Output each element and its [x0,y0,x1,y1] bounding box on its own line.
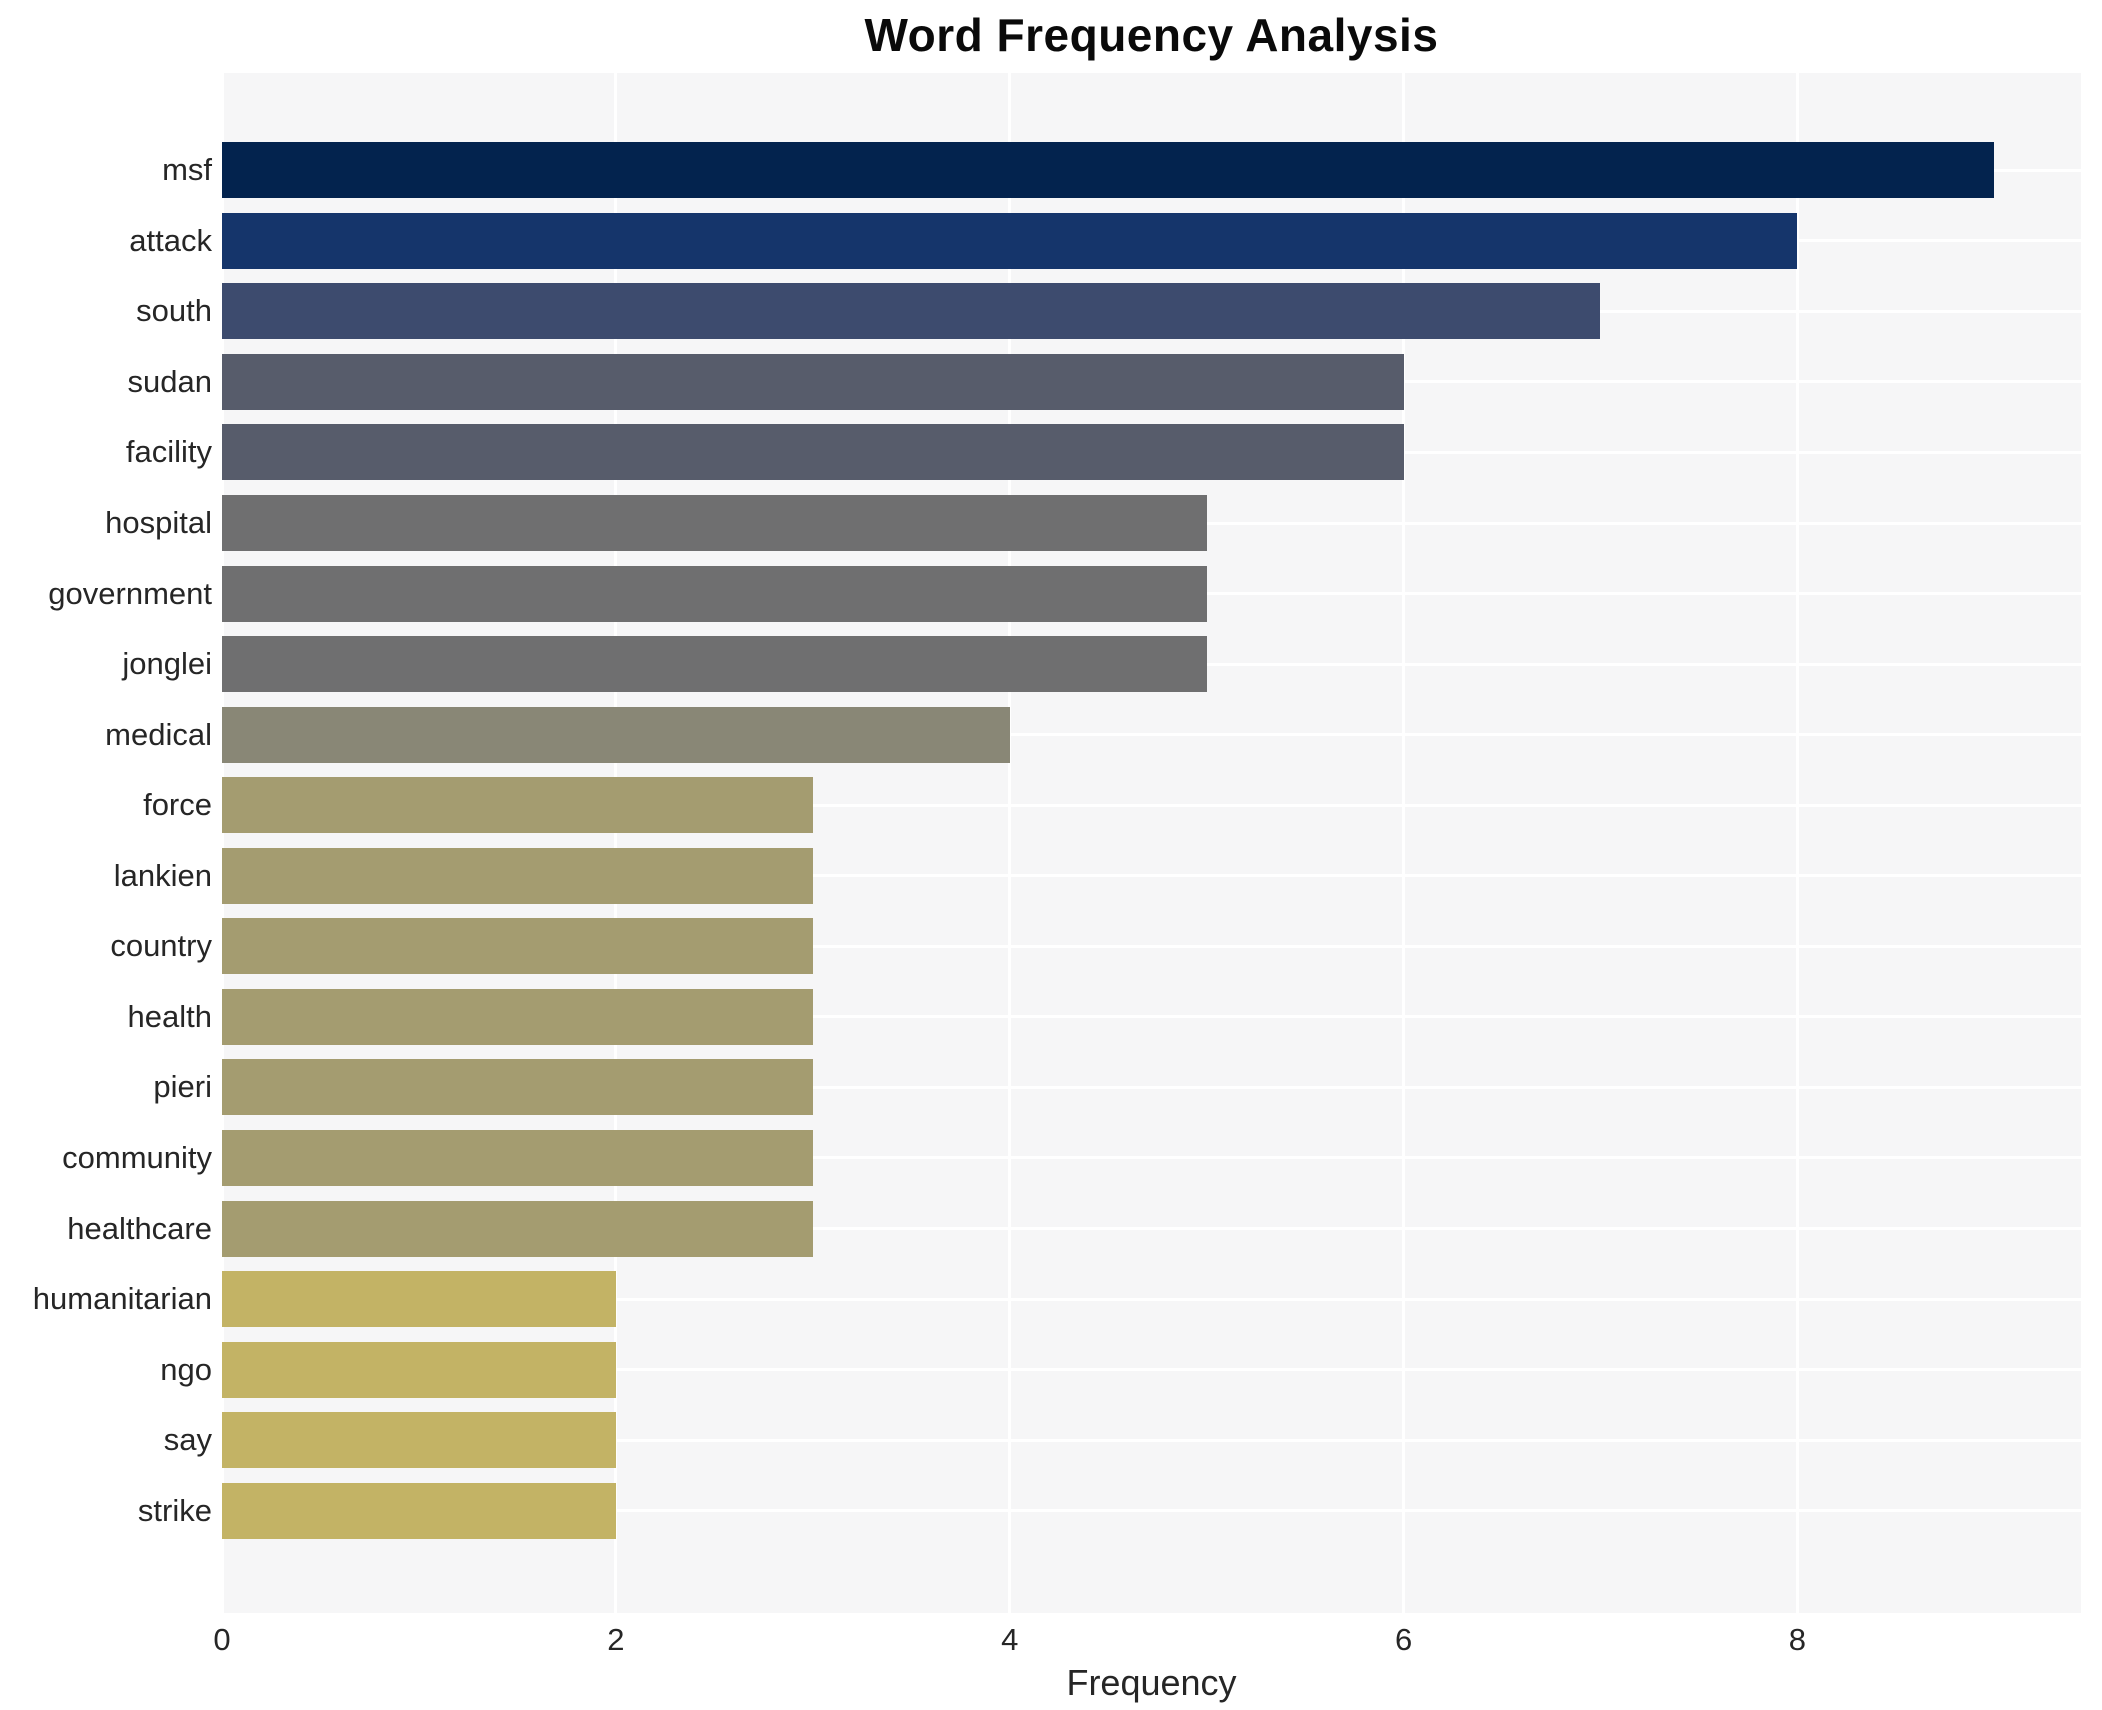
vertical-gridline [1402,73,1406,1613]
y-tick-label-jonglei: jonglei [122,646,212,682]
bar-force [222,777,813,834]
y-tick-label-south: south [136,293,212,329]
horizontal-gridline [222,1509,2081,1513]
bar-community [222,1129,813,1186]
y-tick-label-force: force [143,787,212,823]
bar-jonglei [222,636,1207,693]
horizontal-gridline [222,1156,2081,1160]
vertical-gridline [614,73,618,1613]
y-tick-label-ngo: ngo [160,1351,212,1387]
vertical-gridline [220,73,224,1613]
horizontal-gridline [222,1085,2081,1089]
y-tick-label-government: government [48,575,212,611]
x-tick-label-2: 2 [607,1622,625,1657]
bar-south [222,283,1601,340]
horizontal-gridline [222,874,2081,878]
bar-healthcare [222,1200,813,1257]
horizontal-gridline [222,1297,2081,1301]
y-tick-label-health: health [127,998,212,1034]
y-tick-label-facility: facility [125,434,212,470]
bar-pieri [222,1059,813,1116]
bar-strike [222,1482,616,1539]
horizontal-gridline [222,803,2081,807]
bar-facility [222,424,1404,481]
horizontal-gridline [222,944,2081,948]
y-tick-label-healthcare: healthcare [67,1210,212,1246]
horizontal-gridline [222,1368,2081,1372]
y-tick-label-pieri: pieri [153,1069,212,1105]
horizontal-gridline [222,733,2081,737]
y-tick-label-lankien: lankien [113,857,212,893]
y-tick-label-sudan: sudan [127,363,212,399]
x-tick-label-4: 4 [1001,1622,1019,1657]
bar-sudan [222,353,1404,410]
y-tick-label-medical: medical [105,716,212,752]
bar-hospital [222,495,1207,552]
horizontal-gridline [222,1227,2081,1231]
y-tick-label-say: say [163,1422,212,1458]
plot-area [220,73,2081,1613]
y-tick-label-humanitarian: humanitarian [32,1281,212,1317]
bar-humanitarian [222,1271,616,1328]
bar-lankien [222,847,813,904]
y-tick-label-strike: strike [137,1492,212,1528]
y-tick-label-attack: attack [129,222,212,258]
bar-health [222,988,813,1045]
x-axis-ticks: 0 2 4 6 8 [213,1622,2081,1662]
bar-medical [222,706,1010,763]
y-tick-label-community: community [62,1139,212,1175]
vertical-gridline [1008,73,1012,1613]
y-tick-label-hospital: hospital [105,505,212,541]
bar-say [222,1412,616,1469]
bar-attack [222,212,1798,269]
bar-ngo [222,1341,616,1398]
bar-msf [222,142,1995,199]
y-axis-labels: msf attack south sudan facility hospital gover… [0,73,212,1613]
x-tick-label-8: 8 [1788,1622,1807,1657]
horizontal-gridline [222,1015,2081,1019]
y-tick-label-msf: msf [162,152,212,188]
y-tick-label-country: country [110,928,212,964]
horizontal-gridline [222,1438,2081,1442]
x-axis-title: Frequency [1066,1662,1237,1703]
vertical-gridline [1795,73,1799,1613]
bar-government [222,565,1207,622]
x-tick-label-6: 6 [1394,1622,1413,1657]
x-tick-label-0: 0 [213,1622,231,1657]
chart-title: Word Frequency Analysis [864,9,1439,61]
bar-country [222,918,813,975]
